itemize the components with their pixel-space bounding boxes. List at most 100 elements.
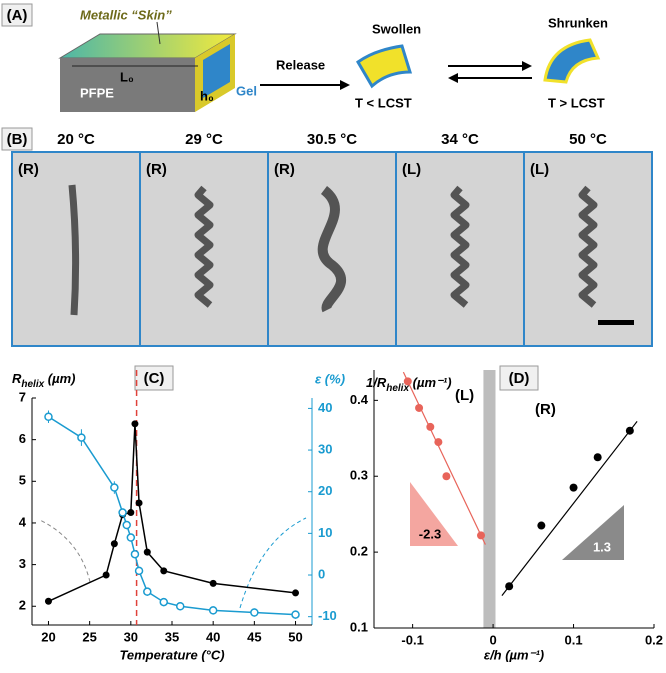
gel-label: Gel [236, 83, 257, 98]
series-line [48, 416, 296, 616]
band [483, 370, 496, 628]
y-tick-label: 0.3 [350, 468, 368, 483]
x-tick-label: 45 [247, 629, 261, 644]
helix [68, 184, 80, 316]
marker [126, 533, 136, 542]
x-axis-title: ε/h (µm⁻¹) [484, 647, 544, 662]
temperature-label: 30.5 °C [307, 131, 357, 148]
height-label: h₀ [200, 88, 214, 103]
y-tick-label: 5 [19, 473, 26, 488]
panel-label: (C) [144, 370, 165, 387]
frames: 20 °C (R) 29 °C (R) 30.5 °C (R) 34 °C (L) 50 °C (… [11, 131, 653, 347]
length-label: L₀ [120, 69, 134, 84]
y2-tick-label: -10 [318, 608, 337, 623]
temperature-label: 34 °C [441, 131, 479, 148]
skin-label: Metallic “Skin” [80, 7, 172, 22]
substrate-label: PFPE [80, 85, 114, 100]
panel-label-box [134, 365, 174, 391]
y-axis-title: Rhelix (µm) [12, 371, 76, 389]
temperature-label: 29 °C [185, 131, 223, 148]
handedness-label: (L) [530, 161, 549, 178]
arrow-head [340, 80, 350, 90]
x-tick-label: 0.2 [645, 632, 663, 647]
state-2: Shrunken [548, 15, 608, 30]
charts: (C)Rhelix (µm) ε (%)Temperature (°C)20 25 3… [12, 365, 663, 662]
state-1: Swollen [372, 21, 421, 36]
marker [44, 597, 52, 605]
marker [292, 589, 300, 597]
x-tick-label: 20 [41, 629, 55, 644]
marker [426, 422, 435, 431]
x-tick-label: 40 [206, 629, 220, 644]
marker [159, 597, 169, 607]
arrow-head [448, 73, 458, 83]
marker [134, 566, 144, 576]
helix [317, 186, 346, 313]
image-frame [267, 151, 397, 347]
y-title-sub: helix [386, 383, 409, 394]
marker [143, 587, 152, 596]
helix [578, 185, 598, 308]
condition-2: T > LCST [548, 95, 605, 110]
y-title-main: R [12, 371, 22, 386]
x-axis-title: Temperature (°C) [119, 647, 224, 662]
marker [250, 608, 259, 617]
helix [194, 185, 214, 308]
panel-label: (B) [7, 131, 28, 148]
y-title-main: 1/R [366, 375, 387, 390]
y-tick-label: 3 [19, 556, 26, 571]
slope-label: -2.3 [419, 526, 441, 541]
marker [415, 403, 424, 412]
y-title-unit: (µm⁻¹) [409, 375, 452, 390]
marker [77, 433, 86, 442]
marker [291, 610, 300, 619]
marker [208, 606, 218, 615]
marker [625, 426, 634, 435]
y2-tick-label: 30 [318, 442, 332, 457]
marker [593, 453, 602, 462]
marker [434, 438, 443, 447]
action-label: Release [276, 57, 325, 72]
marker [442, 472, 451, 481]
y2-tick-label: 40 [318, 400, 332, 415]
x-tick-label: 0.1 [565, 632, 583, 647]
handedness-label: (R) [146, 161, 167, 178]
pointer [156, 21, 161, 45]
x-tick-label: 35 [165, 629, 179, 644]
y2-tick-label: 20 [318, 483, 332, 498]
handedness-label: (R) [18, 161, 39, 178]
y-axis-title: 1/Rhelix (µm⁻¹) [366, 375, 452, 393]
marker [118, 508, 127, 517]
swollen-shape [356, 44, 413, 89]
marker [537, 521, 546, 530]
marker [403, 377, 412, 386]
y-title-sub: helix [21, 379, 44, 390]
slope-triangle [562, 505, 624, 560]
shrunken-shape [543, 38, 601, 84]
slope-label: 1.3 [593, 539, 611, 554]
fit-line [501, 421, 638, 596]
marker [110, 483, 119, 492]
x-tick-label: 25 [82, 629, 96, 644]
marker [44, 412, 53, 421]
x-tick-label: 50 [288, 629, 302, 644]
y-tick-label: 0.4 [350, 392, 369, 407]
y-tick-label: 4 [19, 514, 27, 529]
marker [131, 420, 139, 428]
annotation-arrow [39, 519, 91, 583]
y2-tick-label: 0 [318, 566, 325, 581]
marker [143, 548, 151, 556]
helix [450, 185, 470, 308]
marker [505, 582, 514, 591]
panel-label: (A) [7, 7, 28, 24]
panel-label-box [499, 365, 539, 391]
y2-tick-label: 10 [318, 525, 332, 540]
temperature-label: 50 °C [569, 131, 607, 148]
marker [175, 602, 185, 611]
slope-triangle [410, 482, 458, 546]
marker [122, 520, 131, 530]
marker [102, 571, 110, 579]
marker [569, 483, 578, 492]
y-title-unit: (µm) [44, 371, 75, 386]
marker [127, 509, 135, 517]
